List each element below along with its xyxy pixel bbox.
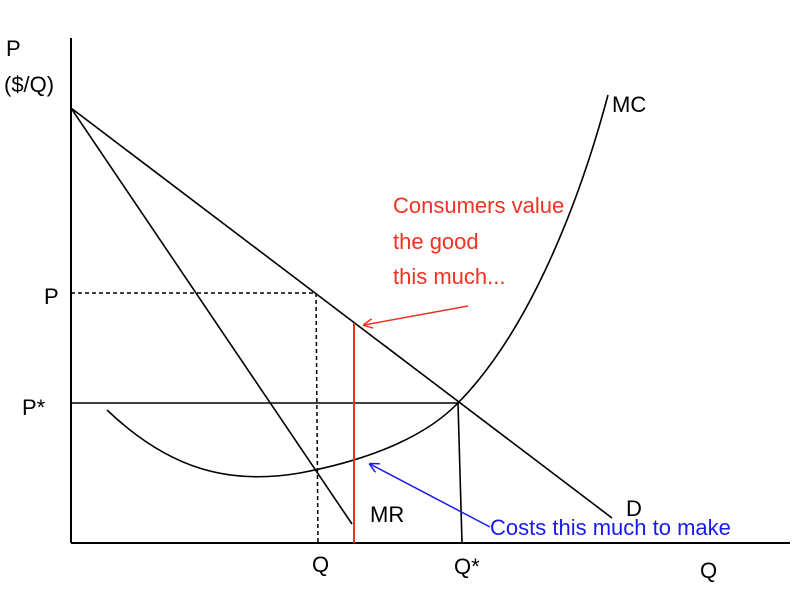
value-arrow xyxy=(364,305,469,325)
mr-label: MR xyxy=(370,502,404,527)
efficient-quantity-line xyxy=(457,402,463,544)
annotation-line: Consumers value xyxy=(393,193,564,218)
quantity-label: Q xyxy=(312,552,329,577)
mc-label: MC xyxy=(612,92,646,117)
demand-label: D xyxy=(626,496,642,521)
x-axis-label: Q xyxy=(700,558,717,583)
y-axis-unit: ($/Q) xyxy=(4,72,54,97)
cost-arrow xyxy=(370,464,491,528)
y-axis-label: P xyxy=(6,36,21,61)
mc-curve xyxy=(106,94,609,478)
quantity-star-label: Q* xyxy=(454,554,480,579)
cost-annotation: Costs this much to make xyxy=(490,515,731,540)
mr-curve xyxy=(70,107,353,525)
quantity-guide xyxy=(315,292,319,544)
price-star-label: P* xyxy=(22,395,46,420)
annotation-line: this much... xyxy=(393,264,505,289)
price-label: P xyxy=(44,284,59,309)
annotation-line: the good xyxy=(393,229,479,254)
demand-curve xyxy=(70,107,613,519)
